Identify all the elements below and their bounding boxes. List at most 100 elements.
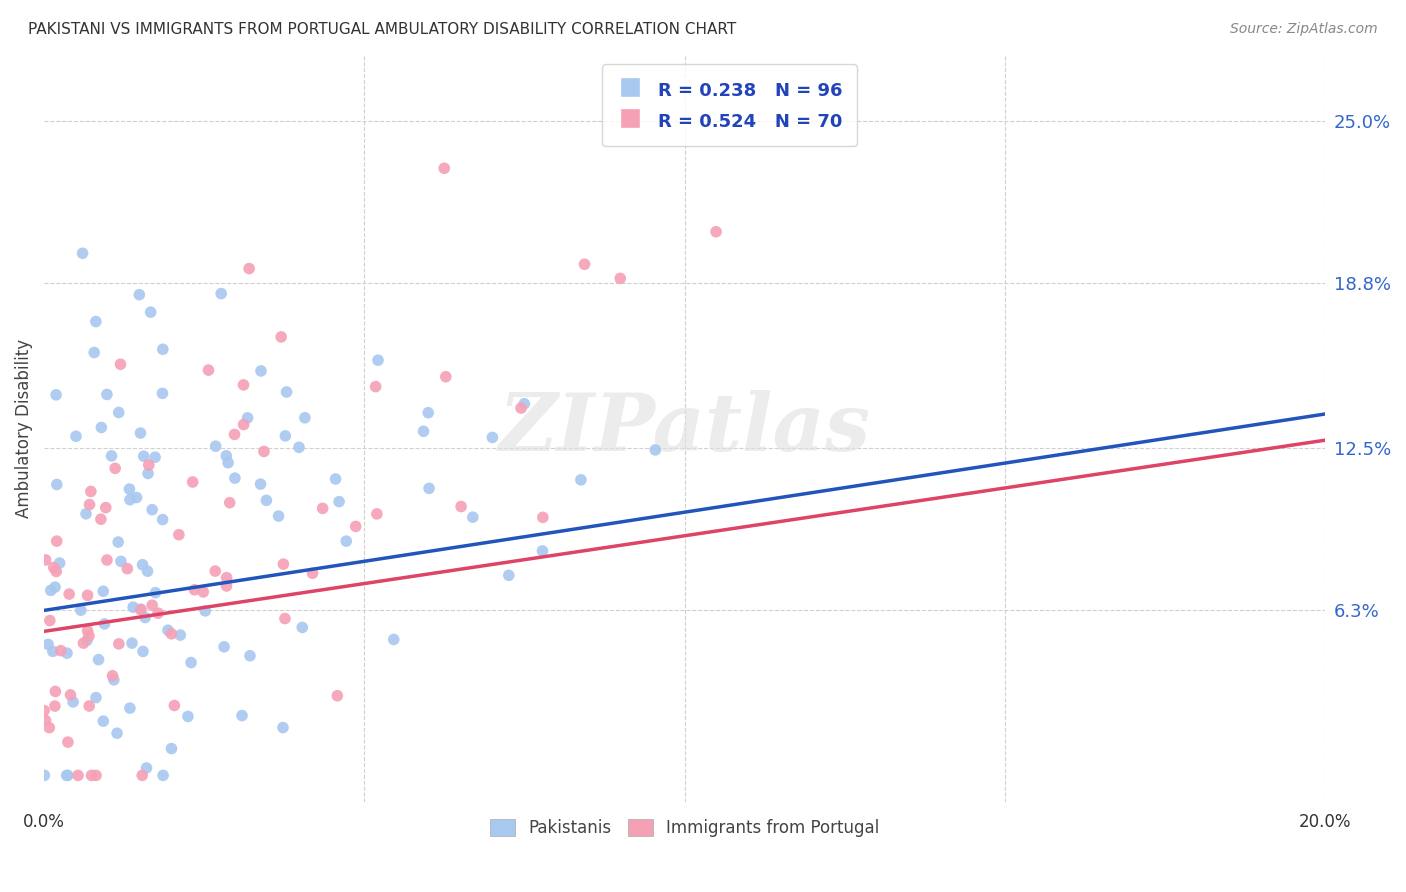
Point <box>80 484 103 499</box>
Point <box>215 579 238 593</box>
Point <box>110 554 132 568</box>
Point <box>110 357 132 371</box>
Text: ZIPatlas: ZIPatlas <box>499 390 870 467</box>
Point <box>271 721 294 735</box>
Point <box>367 353 389 368</box>
Point <box>217 456 239 470</box>
Point <box>94 500 117 515</box>
Point <box>48 556 70 570</box>
Point <box>38 721 60 735</box>
Point <box>267 509 290 524</box>
Point <box>145 585 167 599</box>
Point <box>335 534 357 549</box>
Point <box>152 343 174 357</box>
Point <box>118 701 141 715</box>
Point <box>301 566 323 581</box>
Point <box>152 768 174 782</box>
Point <box>134 610 156 624</box>
Point <box>183 582 205 597</box>
Point <box>163 698 186 713</box>
Point <box>84 690 107 705</box>
Point <box>132 449 155 463</box>
Point <box>325 472 347 486</box>
Point <box>294 410 316 425</box>
Point <box>34 714 56 728</box>
Point <box>69 603 91 617</box>
Point <box>105 726 128 740</box>
Point <box>91 584 114 599</box>
Point <box>461 510 484 524</box>
Point <box>169 628 191 642</box>
Point <box>45 388 67 402</box>
Point <box>79 498 101 512</box>
Point <box>215 571 238 585</box>
Point <box>326 689 349 703</box>
Point <box>232 417 254 432</box>
Point <box>103 673 125 687</box>
Point <box>34 553 56 567</box>
Point <box>122 600 145 615</box>
Point <box>45 565 67 579</box>
Point <box>37 637 59 651</box>
Point <box>90 512 112 526</box>
Point <box>143 450 166 465</box>
Point <box>364 379 387 393</box>
Point <box>67 768 90 782</box>
Point <box>76 633 98 648</box>
Point <box>382 632 405 647</box>
Point <box>39 583 62 598</box>
Point <box>55 768 77 782</box>
Point <box>131 558 153 572</box>
Point <box>80 768 103 782</box>
Point <box>160 627 183 641</box>
Point <box>101 669 124 683</box>
Point <box>311 501 333 516</box>
Point <box>96 387 118 401</box>
Point <box>135 761 157 775</box>
Point <box>83 345 105 359</box>
Point <box>72 246 94 260</box>
Point <box>274 611 297 625</box>
Point <box>344 519 367 533</box>
Point <box>193 585 215 599</box>
Point <box>273 557 295 571</box>
Point <box>167 527 190 541</box>
Point <box>224 471 246 485</box>
Point <box>44 699 66 714</box>
Point <box>288 440 311 454</box>
Point <box>125 491 148 505</box>
Point <box>107 405 129 419</box>
Text: PAKISTANI VS IMMIGRANTS FROM PORTUGAL AMBULATORY DISABILITY CORRELATION CHART: PAKISTANI VS IMMIGRANTS FROM PORTUGAL AM… <box>28 22 737 37</box>
Point <box>450 500 472 514</box>
Point <box>160 741 183 756</box>
Point <box>121 636 143 650</box>
Point <box>146 606 169 620</box>
Point <box>75 507 97 521</box>
Point <box>59 688 82 702</box>
Legend: Pakistanis, Immigrants from Portugal: Pakistanis, Immigrants from Portugal <box>482 811 889 846</box>
Point <box>76 588 98 602</box>
Point <box>204 439 226 453</box>
Point <box>129 602 152 616</box>
Point <box>531 544 554 558</box>
Point <box>87 652 110 666</box>
Point <box>276 384 298 399</box>
Text: Source: ZipAtlas.com: Source: ZipAtlas.com <box>1230 22 1378 37</box>
Point <box>34 768 56 782</box>
Point <box>236 410 259 425</box>
Point <box>138 458 160 472</box>
Point <box>609 271 631 285</box>
Point <box>77 698 100 713</box>
Point <box>42 644 65 658</box>
Point <box>434 369 457 384</box>
Point <box>270 330 292 344</box>
Point <box>84 768 107 782</box>
Point <box>77 629 100 643</box>
Point <box>644 442 666 457</box>
Point <box>118 492 141 507</box>
Point <box>569 473 592 487</box>
Point <box>84 315 107 329</box>
Point <box>136 564 159 578</box>
Point <box>224 427 246 442</box>
Point <box>481 430 503 444</box>
